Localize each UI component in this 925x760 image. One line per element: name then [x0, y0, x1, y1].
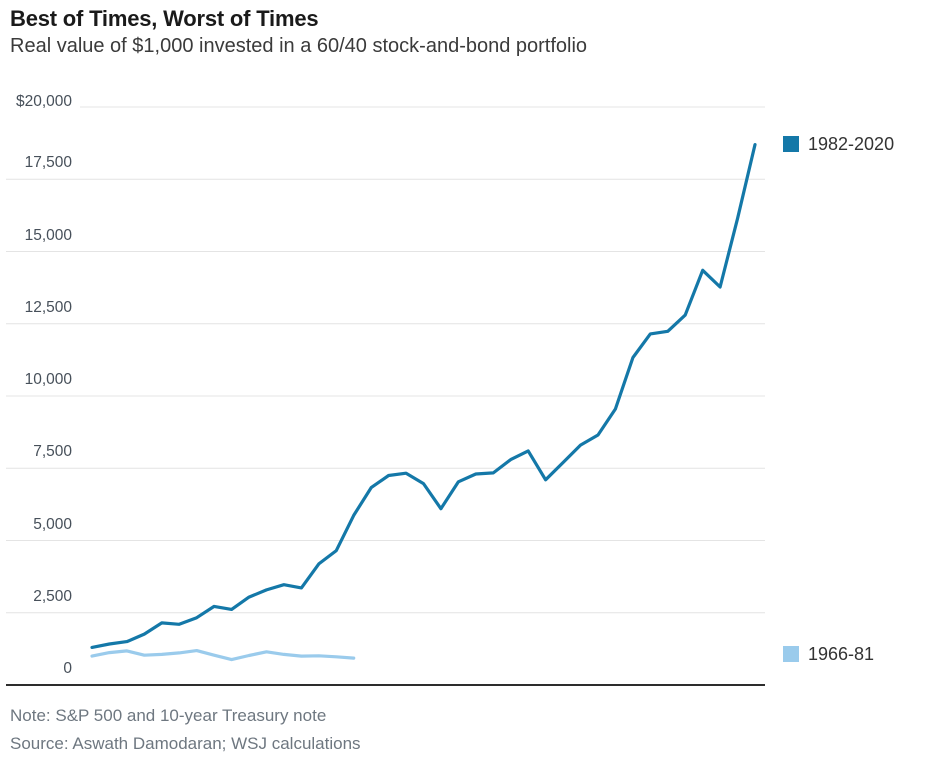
y-axis-label: 0 [63, 660, 72, 677]
legend-swatch-1982-2020-icon [783, 136, 799, 152]
legend-label-1966-81: 1966-81 [808, 643, 875, 664]
y-axis-label: $20,000 [15, 93, 72, 110]
chart-subtitle: Real value of $1,000 invested in a 60/40… [10, 35, 588, 57]
legend-item-1982-2020: 1982-2020 [783, 133, 895, 154]
chart-note: Note: S&P 500 and 10-year Treasury note [10, 706, 327, 725]
y-axis-label: 2,500 [33, 587, 72, 605]
y-axis-label: 12,500 [24, 298, 72, 316]
chart-title: Best of Times, Worst of Times [10, 6, 319, 31]
series-line-1966-81 [90, 648, 356, 662]
y-axis-label: 7,500 [33, 443, 72, 461]
y-axis-label: 15,000 [24, 226, 72, 244]
legend-label-1982-2020: 1982-2020 [808, 133, 895, 154]
y-axis-label: 10,000 [24, 371, 72, 388]
y-axis-label: 5,000 [33, 515, 72, 533]
y-axis-label: 17,500 [24, 154, 72, 172]
legend-swatch-1966-81-icon [783, 646, 799, 662]
legend-item-1966-81: 1966-81 [783, 643, 875, 664]
chart-source: Source: Aswath Damodaran; WSJ calculatio… [10, 734, 361, 753]
series-line-1982-2020 [90, 143, 757, 650]
